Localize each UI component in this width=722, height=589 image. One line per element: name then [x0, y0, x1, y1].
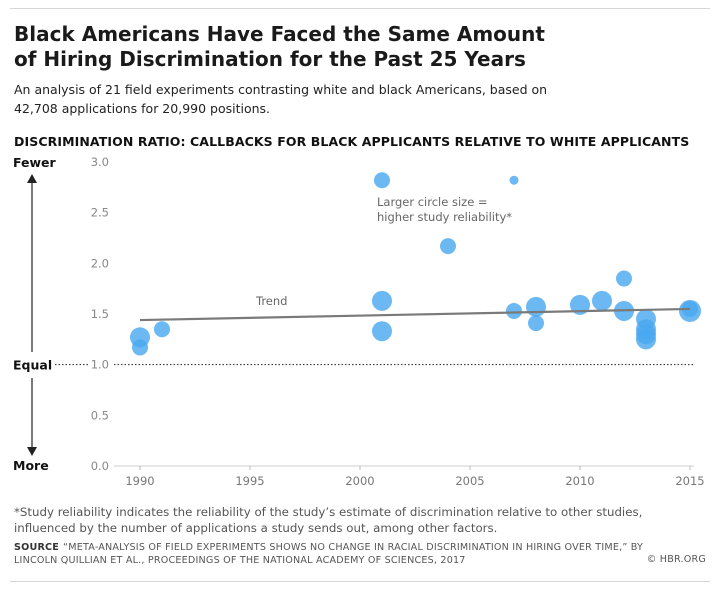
trend-line — [139, 307, 691, 322]
x-tick-label: 1990 — [125, 474, 154, 488]
credit: © HBR.ORG — [646, 554, 706, 565]
y-tick-label: 2.5 — [91, 206, 109, 220]
data-point — [592, 290, 612, 311]
source-text: “META-ANALYSIS OF FIELD EXPERIMENTS SHOW… — [14, 542, 644, 566]
x-tick-label: 2010 — [565, 474, 594, 488]
data-point — [440, 238, 456, 255]
data-point — [570, 294, 590, 315]
data-point — [509, 175, 519, 185]
x-tick-label: 2005 — [455, 474, 484, 488]
source-label: SOURCE — [14, 542, 60, 553]
y-tick-label: 2.0 — [91, 256, 109, 270]
data-point — [374, 172, 390, 189]
data-point — [528, 315, 544, 332]
chart-title: Black Americans Have Faced the Same Amou… — [14, 22, 545, 71]
y-tick-label: 3.0 — [91, 155, 109, 169]
data-point — [372, 321, 392, 342]
side-label-more: More — [13, 458, 49, 473]
trend-label: Trend — [255, 294, 287, 308]
x-tick-label: 1995 — [235, 474, 264, 488]
data-point — [132, 339, 148, 356]
size-note-line-1: Larger circle size = — [377, 195, 488, 209]
size-note-line-2: higher study reliability* — [377, 210, 512, 224]
up-arrow-icon — [27, 174, 37, 183]
source-note: SOURCE “META-ANALYSIS OF FIELD EXPERIMENT… — [14, 541, 654, 567]
data-point — [506, 302, 522, 319]
data-point — [616, 270, 632, 287]
x-tick-label: 2015 — [675, 474, 704, 488]
y-tick-label: 1.5 — [91, 307, 109, 321]
y-tick-label: 0.5 — [91, 408, 109, 422]
chart-heading: DISCRIMINATION RATIO: CALLBACKS FOR BLAC… — [14, 134, 690, 149]
data-point — [526, 296, 546, 317]
data-point — [372, 290, 392, 311]
down-arrow-icon — [27, 447, 37, 456]
chart-subtitle: An analysis of 21 field experiments cont… — [14, 82, 548, 116]
footnote: *Study reliability indicates the reliabi… — [14, 505, 643, 535]
y-tick-label: 0.0 — [91, 459, 109, 473]
side-label-equal: Equal — [13, 358, 52, 373]
chart-frame — [10, 8, 710, 582]
side-label-fewer: Fewer — [13, 155, 57, 170]
x-tick-label: 2000 — [345, 474, 374, 488]
data-point — [154, 321, 170, 338]
data-point — [636, 329, 656, 350]
y-tick-label: 1.0 — [91, 358, 109, 372]
